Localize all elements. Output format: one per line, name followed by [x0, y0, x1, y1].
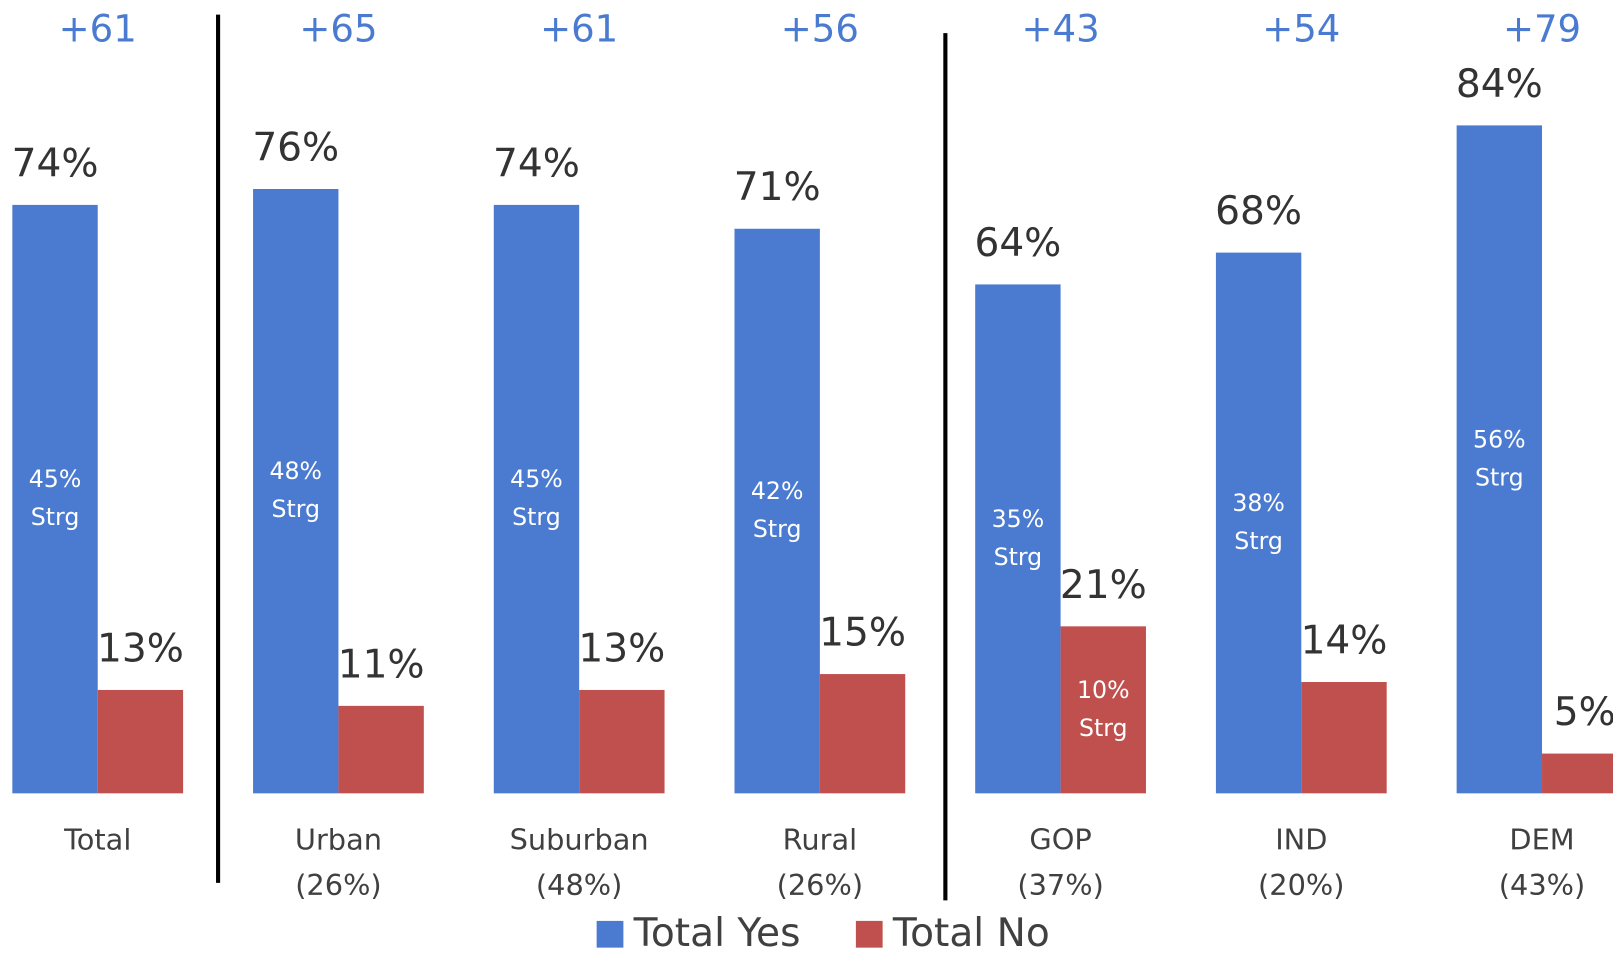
- value-label: 13%: [97, 626, 184, 671]
- value-label: 64%: [974, 221, 1061, 266]
- value-label: 5%: [1554, 690, 1613, 735]
- bar: [975, 284, 1061, 794]
- net-label: +43: [1022, 8, 1100, 51]
- bar: [1456, 125, 1543, 794]
- x-tick-label: IND: [1275, 823, 1327, 857]
- bar: [493, 204, 580, 794]
- inner-label: 38%: [1232, 489, 1285, 517]
- value-label: 71%: [734, 165, 821, 210]
- legend-label: Total Yes: [633, 911, 801, 953]
- legend-swatch: [855, 920, 883, 948]
- net-label: +54: [1262, 8, 1340, 51]
- value-label: 15%: [819, 610, 906, 655]
- value-label: 74%: [493, 141, 580, 186]
- inner-label: Strg: [31, 503, 80, 531]
- bar: [1542, 753, 1613, 794]
- bar: [579, 689, 665, 794]
- legend-swatch: [596, 920, 624, 948]
- x-tick-label: (20%): [1258, 868, 1344, 902]
- value-label: 13%: [578, 626, 665, 671]
- bar: [1060, 626, 1146, 794]
- x-tick-label: Rural: [783, 823, 857, 857]
- x-tick-label: DEM: [1509, 823, 1574, 857]
- x-tick-label: (37%): [1017, 868, 1103, 902]
- value-label: 68%: [1215, 189, 1302, 234]
- value-label: 11%: [338, 642, 425, 687]
- bar: [97, 689, 184, 794]
- inner-label: Strg: [271, 495, 320, 523]
- x-tick-label: (26%): [777, 868, 863, 902]
- inner-label: 35%: [992, 505, 1045, 533]
- bar: [12, 204, 98, 794]
- inner-label: 10%: [1077, 676, 1130, 704]
- inner-label: 45%: [29, 465, 82, 493]
- inner-label: 56%: [1473, 425, 1526, 453]
- net-label: +61: [540, 8, 618, 51]
- bar: [1301, 682, 1387, 794]
- value-label: 74%: [12, 141, 99, 186]
- bar: [253, 188, 339, 794]
- bar: [819, 674, 906, 794]
- value-label: 84%: [1456, 62, 1543, 107]
- net-label: +79: [1503, 8, 1581, 51]
- value-label: 21%: [1060, 563, 1147, 608]
- bar: [734, 228, 820, 794]
- inner-label: 45%: [510, 465, 563, 493]
- x-tick-label: GOP: [1029, 823, 1091, 857]
- x-tick-label: Total: [63, 823, 131, 857]
- bar: [1215, 252, 1302, 794]
- inner-label: Strg: [512, 503, 561, 531]
- inner-label: Strg: [1475, 463, 1524, 491]
- inner-label: 48%: [269, 457, 322, 485]
- net-label: +56: [781, 8, 859, 51]
- x-tick-label: Suburban: [510, 823, 649, 857]
- x-tick-label: (26%): [295, 868, 381, 902]
- x-tick-label: (43%): [1499, 868, 1585, 902]
- x-tick-label: Urban: [295, 823, 382, 857]
- value-label: 76%: [252, 125, 339, 170]
- inner-label: Strg: [994, 543, 1043, 571]
- inner-label: Strg: [1234, 527, 1283, 555]
- legend-label: Total No: [892, 911, 1050, 953]
- x-tick-label: (48%): [536, 868, 622, 902]
- value-label: 14%: [1301, 618, 1388, 663]
- net-label: +65: [299, 8, 377, 51]
- net-label: +61: [59, 8, 137, 51]
- inner-label: Strg: [753, 515, 802, 543]
- inner-label: 42%: [751, 477, 804, 505]
- inner-label: Strg: [1079, 714, 1128, 742]
- bar: [338, 705, 424, 794]
